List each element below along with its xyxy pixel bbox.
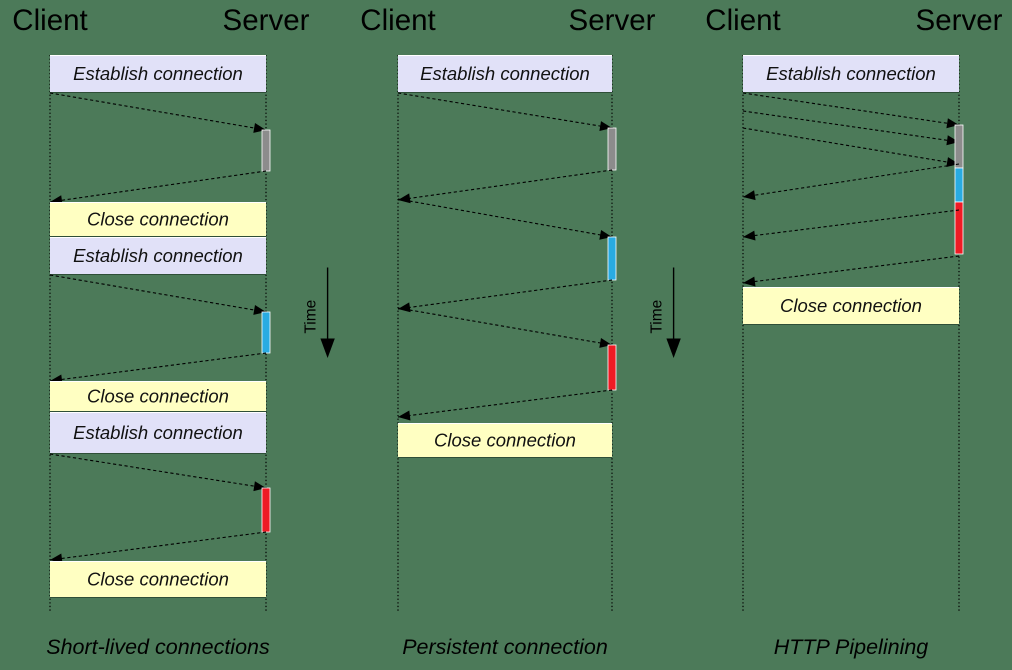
svg-text:Establish connection: Establish connection [73,245,243,266]
svg-text:Server: Server [223,4,310,37]
svg-text:Establish connection: Establish connection [420,63,590,84]
svg-text:Establish connection: Establish connection [73,63,243,84]
svg-text:HTTP Pipelining: HTTP Pipelining [774,635,929,659]
svg-text:Close connection: Close connection [434,430,576,451]
svg-text:Client: Client [12,4,87,37]
svg-text:Close connection: Close connection [87,569,229,590]
svg-text:Time: Time [649,300,666,334]
svg-text:Close connection: Close connection [87,386,229,407]
svg-text:Short-lived connections: Short-lived connections [46,635,270,659]
svg-text:Time: Time [303,300,320,334]
svg-text:Persistent connection: Persistent connection [402,635,608,659]
svg-text:Close connection: Close connection [780,295,922,316]
svg-text:Client: Client [360,4,435,37]
svg-text:Close connection: Close connection [87,209,229,230]
svg-text:Server: Server [569,4,656,37]
svg-text:Establish connection: Establish connection [73,422,243,443]
svg-text:Establish connection: Establish connection [766,63,936,84]
svg-text:Client: Client [705,4,780,37]
svg-text:Server: Server [916,4,1003,37]
